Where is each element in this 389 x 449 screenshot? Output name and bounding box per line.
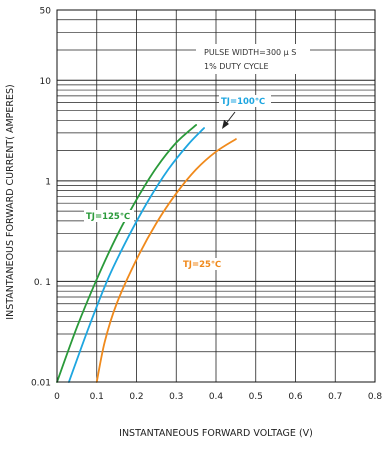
- annotation-background: [196, 44, 310, 74]
- x-axis-title: INSTANTANEOUS FORWARD VOLTAGE (V): [119, 428, 313, 439]
- series-label-tj-25: TJ=25℃: [183, 260, 221, 270]
- label-bg-125: [84, 210, 134, 222]
- x-tick-label: 0.5: [249, 392, 263, 402]
- x-tick-label: 0.8: [368, 392, 383, 402]
- series-line-2: [95, 138, 237, 383]
- x-tick-label: 0.4: [209, 392, 224, 402]
- series-line-0: [56, 124, 198, 383]
- x-tick-label: 0: [54, 392, 60, 402]
- x-tick-label: 0.1: [90, 392, 104, 402]
- plot-border: [56, 9, 376, 383]
- y-tick-label: 0. 1: [34, 278, 51, 288]
- annotation-duty-cycle: 1% DUTY CYCLE: [204, 62, 269, 71]
- series-label-tj-125: TJ=125℃: [86, 212, 130, 222]
- y-tick-label: 50: [40, 7, 52, 17]
- series-label-arrowhead: [222, 120, 229, 129]
- x-tick-label: 0.3: [169, 392, 183, 402]
- y-axis-title: INSTANTANEOUS FORWARD CURRENT( AMPERES): [5, 84, 16, 319]
- label-bg-100: [219, 95, 271, 107]
- series-layer: [56, 124, 237, 383]
- label-bg-25: [181, 258, 225, 270]
- y-tick-label: 1: [45, 177, 51, 187]
- x-tick-label: 0.7: [328, 392, 342, 402]
- series-label-tj-100: TJ=100℃: [221, 97, 265, 107]
- axes: 0 0.1 0.2 0.3 0.4 0.5 0.6 0.7 0.8 0.01 0. 1 1 10 50: [31, 7, 382, 403]
- x-tick-label: 0.2: [129, 392, 143, 402]
- series-line-1: [68, 127, 205, 383]
- x-tick-label: 0.6: [288, 392, 303, 402]
- y-tick-label: 10: [40, 77, 52, 87]
- y-tick-label: 0.01: [31, 379, 51, 389]
- annotation-pulse-width: PULSE WIDTH=300 μ S: [204, 48, 296, 57]
